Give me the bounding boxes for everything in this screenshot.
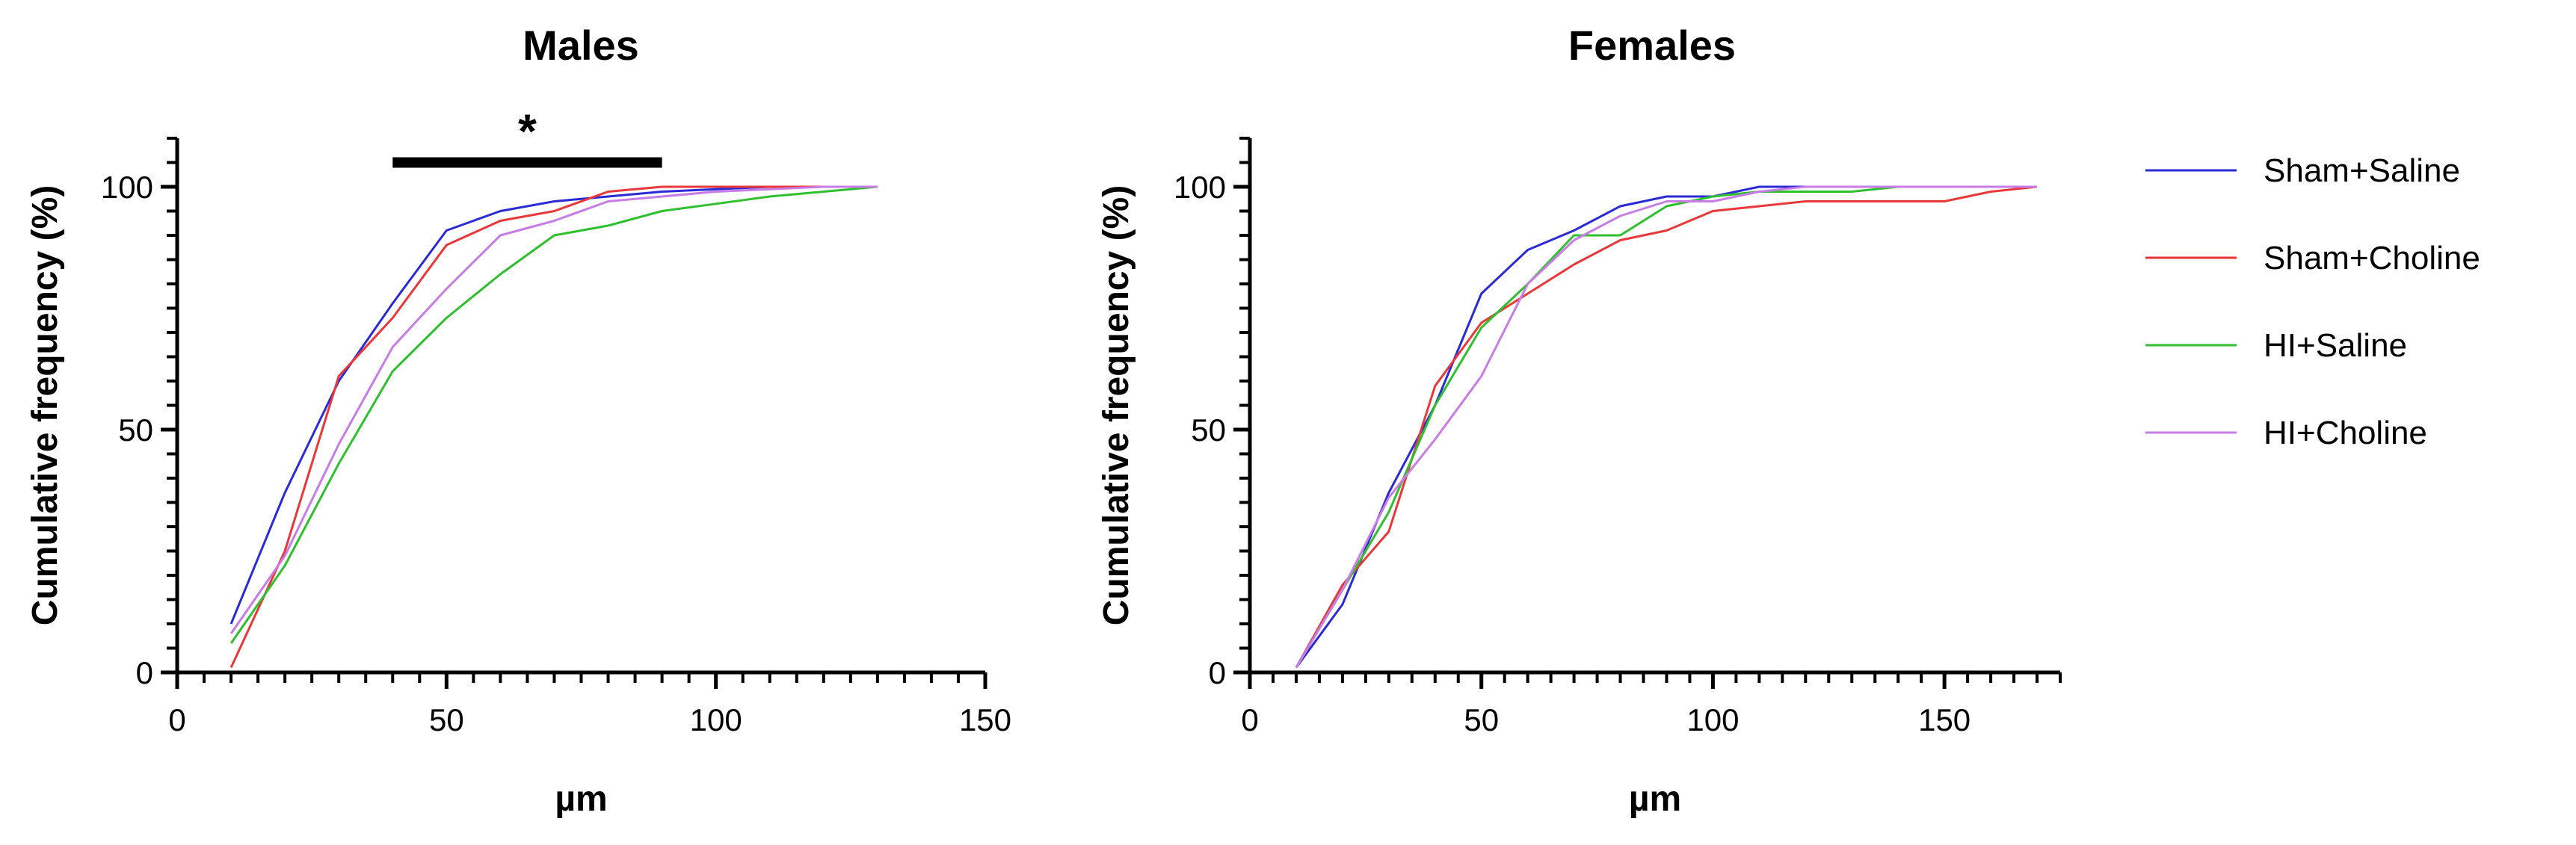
series-line-sham-saline [229,185,878,625]
x-axis-label: µm [555,779,607,819]
x-tick-label: 100 [690,702,742,737]
series-line-sham-choline [1295,185,2038,669]
females-chart: Females 0 50 100 150 0 50 100 µm Cumulative frequ… [1097,22,2062,819]
legend-label: Sham+Saline [2264,152,2460,189]
x-tick-label: 0 [168,702,185,737]
series-line-hi-saline [1295,185,2037,669]
x-axis-label: µm [1629,779,1681,819]
series-line-sham-choline [229,185,878,669]
chart-title: Females [1568,22,1736,69]
males-chart: Males 0 50 100 150 0 50 100 µm Cumulative frequen… [25,22,1011,819]
legend-label: Sham+Choline [2264,240,2480,276]
y-tick-label: 0 [1209,655,1226,690]
x-tick-label: 100 [1686,702,1739,737]
y-tick-label: 100 [101,170,153,205]
y-tick-label: 0 [136,655,153,690]
legend-label: HI+Choline [2264,415,2427,451]
significance-marker: * [518,105,537,158]
x-tick-label: 150 [959,702,1011,737]
y-tick-label: 50 [118,412,153,448]
y-tick-label: 50 [1191,412,1226,448]
legend: Sham+Saline Sham+Choline HI+Saline HI+Choli… [2145,152,2480,451]
legend-label: HI+Saline [2264,327,2407,364]
y-axis-label: Cumulative frequency (%) [1097,185,1136,625]
x-tick-label: 50 [429,702,464,737]
x-tick-label: 150 [1918,702,1970,737]
x-tick-label: 0 [1241,702,1258,737]
y-tick-label: 100 [1174,170,1226,205]
y-axis-label: Cumulative frequency (%) [25,185,65,625]
series-line-hi-saline [229,185,878,644]
chart-title: Males [523,22,639,69]
series-line-hi-choline [229,185,878,634]
series-line-sham-saline [1295,185,2037,669]
series-line-hi-choline [1295,185,2037,669]
x-tick-label: 50 [1464,702,1499,737]
